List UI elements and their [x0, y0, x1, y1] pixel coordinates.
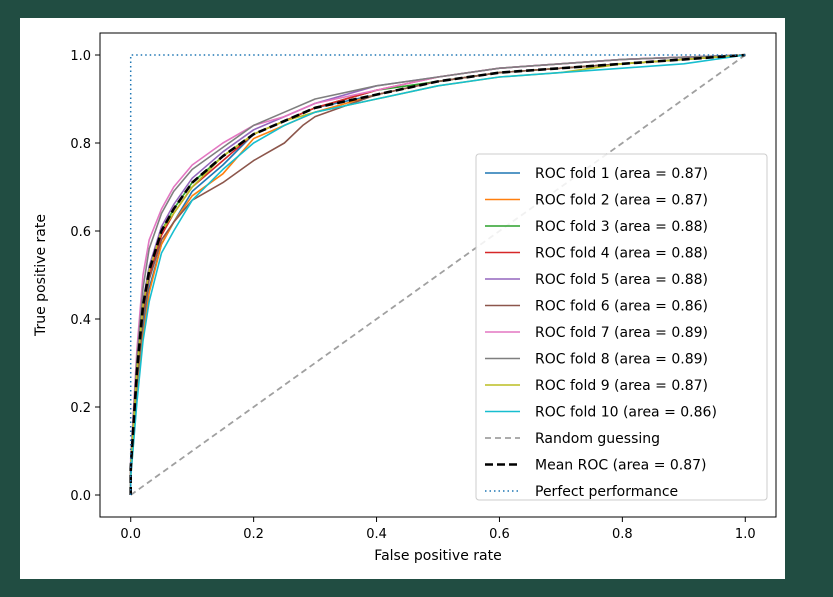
legend-label-4: ROC fold 4 (area = 0.88)	[535, 246, 708, 262]
y-axis-ticks: 0.0 0.2 0.4 0.6 0.8 1.0	[70, 49, 100, 504]
legend-label-11: Random guessing	[535, 431, 660, 447]
legend-label-2: ROC fold 2 (area = 0.87)	[535, 193, 708, 209]
x-tick-label: 0.0	[120, 527, 141, 542]
chart-figure: 0.0 0.2 0.4 0.6 0.8 1.0 0.0 0.2 0.4 0.6 0.8 1.0 Fa…	[20, 18, 785, 579]
legend-label-9: ROC fold 9 (area = 0.87)	[535, 378, 708, 394]
legend-label-7: ROC fold 7 (area = 0.89)	[535, 325, 708, 341]
x-axis-ticks: 0.0 0.2 0.4 0.6 0.8 1.0	[120, 517, 756, 542]
y-tick-label: 0.2	[70, 401, 91, 416]
series-line-12	[129, 53, 746, 495]
curves-layer	[129, 53, 746, 496]
x-tick-label: 0.6	[489, 527, 510, 542]
legend-label-3: ROC fold 3 (area = 0.88)	[535, 219, 708, 235]
x-axis-label: False positive rate	[374, 548, 501, 564]
roc-chart: 0.0 0.2 0.4 0.6 0.8 1.0 0.0 0.2 0.4 0.6 0.8 1.0 Fa…	[33, 32, 777, 564]
legend-label-10: ROC fold 10 (area = 0.86)	[535, 405, 717, 421]
series-line-8	[129, 54, 746, 495]
series-line-10	[129, 54, 746, 495]
legend-label-5: ROC fold 5 (area = 0.88)	[535, 272, 708, 288]
y-tick-label: 0.4	[70, 313, 91, 328]
legend-label-12: Mean ROC (area = 0.87)	[535, 458, 707, 474]
legend-label-1: ROC fold 1 (area = 0.87)	[535, 166, 708, 182]
legend-label-8: ROC fold 8 (area = 0.89)	[535, 352, 708, 368]
x-tick-label: 0.8	[612, 527, 633, 542]
y-tick-label: 0.0	[70, 489, 91, 504]
legend-label-13: Perfect performance	[535, 484, 678, 500]
x-tick-label: 0.4	[366, 527, 387, 542]
legend: ROC fold 1 (area = 0.87) ROC fold 2 (area…	[475, 153, 768, 501]
legend-box	[475, 153, 768, 501]
y-tick-label: 0.6	[70, 225, 91, 240]
y-tick-label: 0.8	[70, 137, 91, 152]
y-axis-label: True positive rate	[33, 214, 49, 337]
legend-label-6: ROC fold 6 (area = 0.86)	[535, 299, 708, 315]
plot-frame	[99, 32, 777, 518]
x-tick-label: 0.2	[243, 527, 264, 542]
y-tick-label: 1.0	[70, 49, 91, 64]
series-line-11	[130, 54, 746, 496]
x-tick-label: 1.0	[735, 527, 756, 542]
